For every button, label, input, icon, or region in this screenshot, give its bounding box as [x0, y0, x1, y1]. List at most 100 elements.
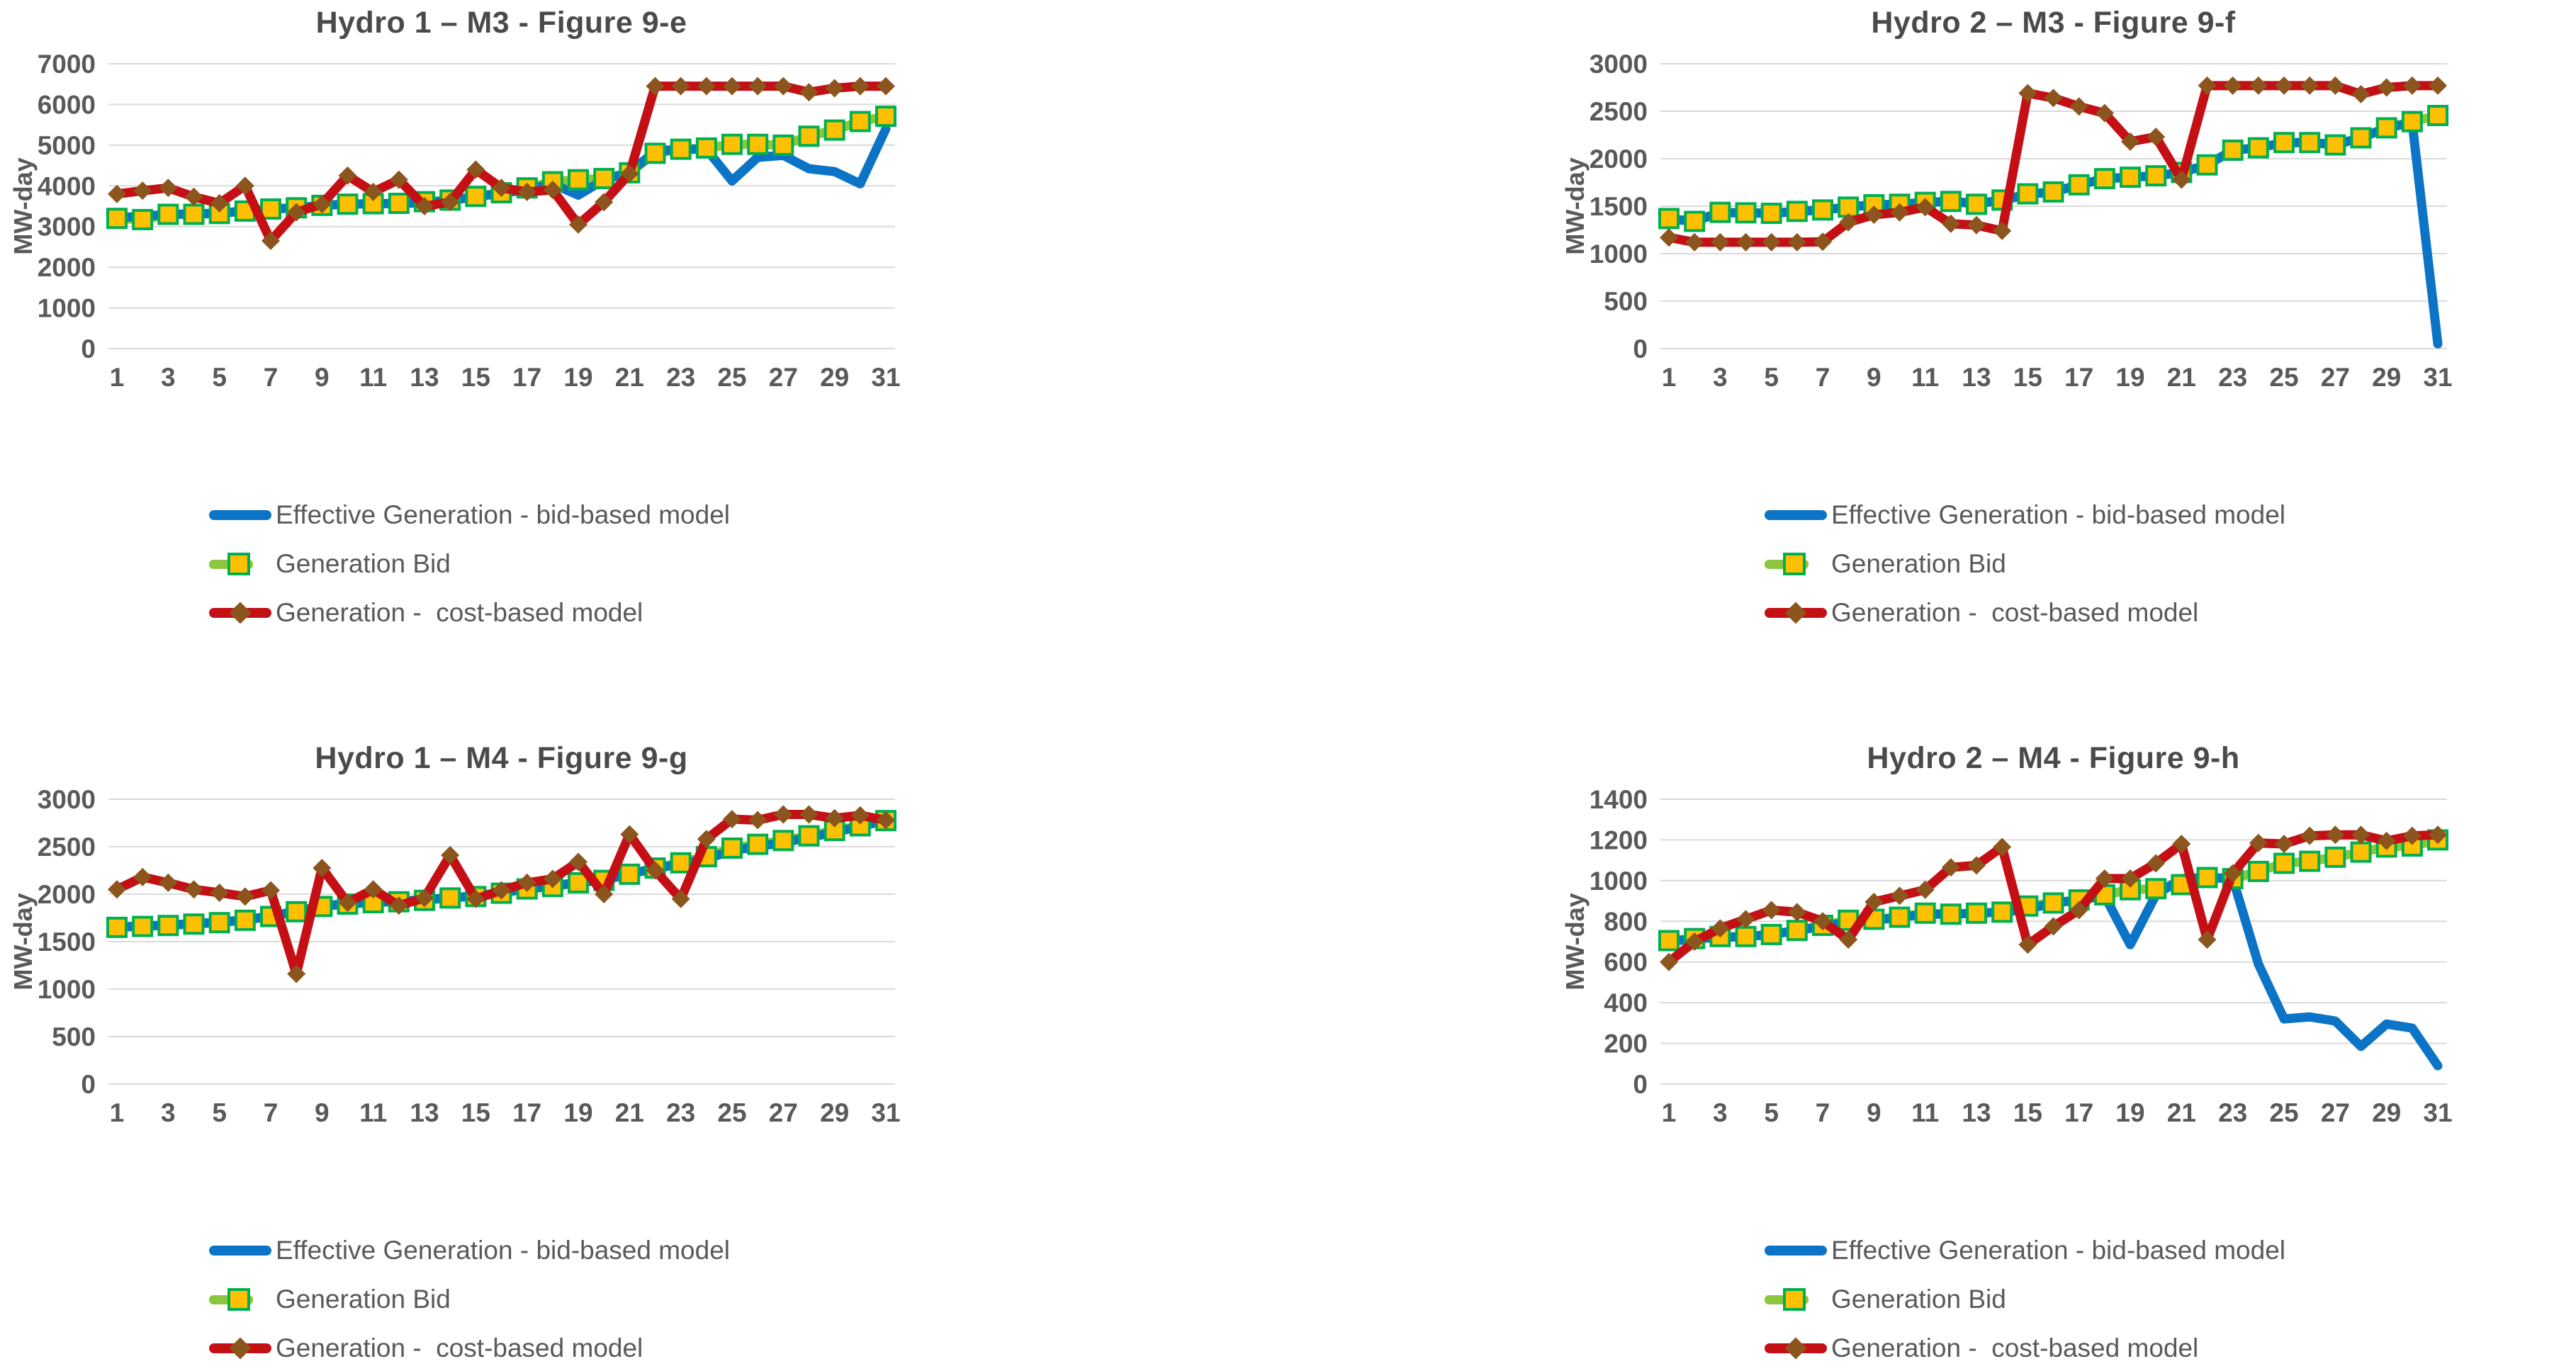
blue-line-swatch-icon [1765, 1246, 1827, 1256]
legend-item-cost-based: Generation - cost-based model [209, 1333, 730, 1363]
generation-bid-markers [106, 106, 896, 230]
svg-text:27: 27 [2321, 1098, 2350, 1127]
legend-item-generation-bid: Generation Bid [1765, 1285, 2285, 1314]
cost-based-markers [1660, 825, 2447, 971]
svg-text:3000: 3000 [38, 213, 96, 242]
legend-item-cost-based: Generation - cost-based model [1765, 1333, 2285, 1363]
series-cost-based-line [112, 81, 891, 246]
svg-text:21: 21 [615, 1098, 644, 1127]
svg-text:0: 0 [1633, 334, 1648, 363]
legend-label: Generation - cost-based model [276, 1333, 643, 1362]
svg-text:23: 23 [2218, 363, 2247, 392]
svg-text:1: 1 [1662, 363, 1677, 392]
svg-text:1: 1 [110, 363, 125, 392]
svg-text:5: 5 [1764, 1098, 1779, 1127]
svg-text:0: 0 [1633, 1070, 1648, 1099]
svg-text:19: 19 [2115, 363, 2144, 392]
svg-text:7: 7 [264, 363, 279, 392]
svg-text:15: 15 [461, 1098, 490, 1127]
svg-text:13: 13 [1962, 363, 1991, 392]
svg-text:7: 7 [264, 1098, 279, 1127]
x-tick-labels: 1 3 5 7 9 11 13 15 17 19 21 23 25 27 29 31 [1662, 1098, 2453, 1127]
chart-title: Hydro 2 – M4 - Figure 9-h [1867, 741, 2240, 775]
svg-text:7: 7 [1816, 1098, 1830, 1127]
svg-text:13: 13 [410, 363, 439, 392]
svg-text:21: 21 [615, 363, 644, 392]
svg-text:29: 29 [2372, 363, 2401, 392]
svg-text:6000: 6000 [38, 90, 96, 119]
svg-text:29: 29 [820, 1098, 849, 1127]
svg-text:7: 7 [1816, 363, 1830, 392]
svg-text:0: 0 [81, 1070, 96, 1099]
svg-text:9: 9 [315, 1098, 330, 1127]
svg-text:31: 31 [2423, 363, 2452, 392]
svg-text:25: 25 [717, 363, 746, 392]
svg-text:3000: 3000 [1590, 50, 1648, 79]
y-axis-title: MW-day [1563, 157, 1590, 254]
green-yellow-marker-swatch-icon [1765, 553, 1827, 575]
svg-text:5: 5 [212, 1098, 227, 1127]
chart-plot-area: 0 500 1000 1500 2000 2500 3000 1 3 5 7 9 11 13 15 17 19 2… [11, 785, 953, 1139]
svg-text:1000: 1000 [38, 975, 96, 1004]
svg-text:1000: 1000 [1590, 867, 1648, 896]
svg-text:31: 31 [2423, 1098, 2452, 1127]
svg-text:23: 23 [666, 1098, 695, 1127]
legend-label: Generation Bid [1831, 1285, 2006, 1314]
cost-based-markers [1660, 76, 2447, 252]
generation-bid-markers [1658, 829, 2448, 952]
chart-plot-area: 0 200 400 600 800 1000 1200 1400 1 3 5 7 9 11 13 15 17 19… [1563, 785, 2505, 1139]
y-tick-labels: 0 1000 2000 3000 4000 5000 6000 7000 [38, 50, 96, 363]
svg-text:27: 27 [2321, 363, 2350, 392]
legend-item-cost-based: Generation - cost-based model [209, 598, 730, 628]
generation-bid-markers [106, 810, 896, 938]
svg-text:1000: 1000 [1590, 239, 1648, 269]
svg-text:500: 500 [52, 1022, 96, 1051]
svg-text:800: 800 [1604, 907, 1648, 936]
svg-text:9: 9 [315, 363, 330, 392]
svg-text:11: 11 [1911, 1098, 1939, 1127]
series-cost-based-line [1664, 81, 2443, 247]
legend-item-effective: Effective Generation - bid-based model [209, 500, 730, 530]
legend-item-cost-based: Generation - cost-based model [1765, 598, 2285, 628]
blue-line-swatch-icon [209, 1246, 271, 1256]
svg-text:21: 21 [2167, 363, 2196, 392]
svg-text:3: 3 [1713, 363, 1728, 392]
chart-title: Hydro 1 – M3 - Figure 9-e [315, 6, 687, 40]
svg-text:2000: 2000 [38, 253, 96, 282]
series-effective-generation-line [1664, 118, 2443, 349]
svg-text:1500: 1500 [38, 927, 96, 957]
cost-based-markers [108, 805, 895, 983]
green-yellow-marker-swatch-icon [209, 553, 271, 575]
svg-text:9: 9 [1867, 1098, 1882, 1127]
svg-text:17: 17 [512, 363, 541, 392]
svg-text:29: 29 [2372, 1098, 2401, 1127]
svg-text:31: 31 [871, 363, 900, 392]
svg-text:17: 17 [2064, 1098, 2093, 1127]
svg-text:13: 13 [410, 1098, 439, 1127]
y-tick-labels: 0 200 400 600 800 1000 1200 1400 [1590, 785, 1648, 1099]
legend-label: Effective Generation - bid-based model [1831, 1236, 2286, 1265]
legend-label: Generation - cost-based model [1831, 598, 2199, 627]
chart-legend: Effective Generation - bid-based model G… [1765, 500, 2285, 628]
chart-hydro2-m3: Hydro 2 – M3 - Figure 9-f 0 500 1000 1500 20… [1552, 0, 2576, 709]
y-tick-labels: 0 500 1000 1500 2000 2500 3000 [1590, 50, 1648, 363]
svg-text:13: 13 [1962, 1098, 1991, 1127]
red-line-diamond-swatch-icon [209, 602, 271, 624]
series-generation-bid-line [112, 111, 891, 225]
green-yellow-marker-swatch-icon [1765, 1288, 1827, 1311]
svg-text:19: 19 [563, 363, 592, 392]
svg-text:400: 400 [1604, 988, 1648, 1017]
svg-text:3000: 3000 [38, 785, 96, 814]
svg-text:27: 27 [769, 363, 798, 392]
legend-item-effective: Effective Generation - bid-based model [209, 1236, 730, 1265]
y-axis-title: MW-day [11, 157, 38, 254]
svg-text:5: 5 [212, 363, 227, 392]
chart-legend: Effective Generation - bid-based model G… [209, 500, 730, 628]
y-axis-title: MW-day [11, 893, 38, 990]
legend-label: Effective Generation - bid-based model [276, 500, 731, 529]
legend-item-effective: Effective Generation - bid-based model [1765, 500, 2285, 530]
svg-text:25: 25 [2269, 1098, 2298, 1127]
svg-text:3: 3 [1713, 1098, 1728, 1127]
